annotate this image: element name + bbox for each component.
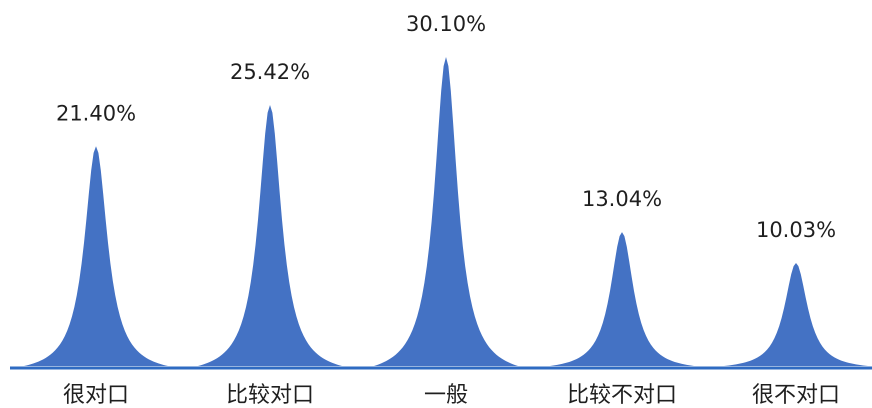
category-label-3: 一般 (424, 383, 468, 408)
data-label-3: 30.10% (406, 12, 486, 36)
peaks-group (24, 57, 868, 366)
data-label-1: 21.40% (56, 101, 136, 125)
category-label-2: 比较对口 (226, 383, 314, 408)
peak-5 (724, 263, 868, 366)
data-label-5: 10.03% (756, 218, 836, 242)
peak-2 (198, 105, 342, 366)
category-labels-group: 很对口 比较对口 一般 比较不对口 很不对口 (63, 383, 840, 408)
category-label-4: 比较不对口 (567, 383, 677, 408)
data-label-2: 25.42% (230, 60, 310, 84)
data-label-4: 13.04% (582, 187, 662, 211)
data-labels-group: 21.40% 25.42% 30.10% 13.04% 10.03% (56, 12, 836, 242)
category-label-5: 很不对口 (752, 383, 840, 408)
peak-3 (374, 57, 518, 366)
peak-1 (24, 146, 168, 366)
category-label-1: 很对口 (63, 383, 129, 408)
peak-4 (550, 232, 694, 366)
